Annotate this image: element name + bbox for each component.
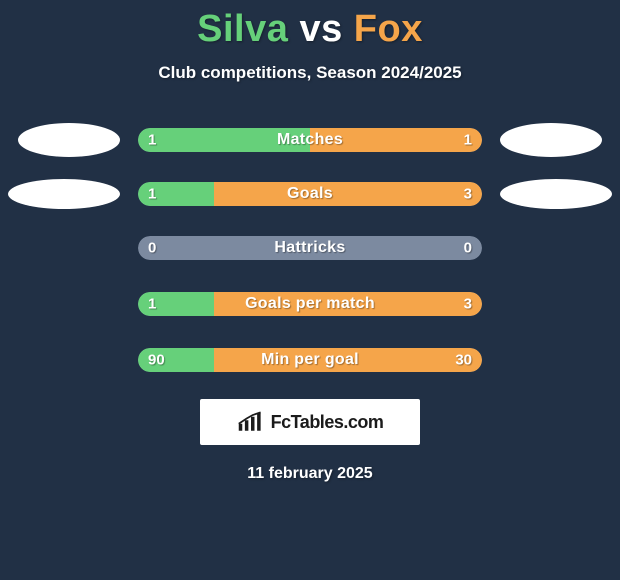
bar-fill-right xyxy=(310,128,482,152)
logo-box: FcTables.com xyxy=(200,399,420,445)
stat-bar-mpg: 9030Min per goal xyxy=(138,348,482,372)
bar-fill-left xyxy=(138,128,310,152)
bar-fill-right xyxy=(214,292,482,316)
subtitle: Club competitions, Season 2024/2025 xyxy=(0,63,620,83)
value-right: 3 xyxy=(464,296,472,313)
stat-bar-hattricks: 00Hattricks xyxy=(138,236,482,260)
logo-text: FcTables.com xyxy=(271,412,384,433)
avatar-left xyxy=(18,123,120,157)
stat-row-hattricks: 00Hattricks xyxy=(0,231,620,265)
title-vs: vs xyxy=(299,8,342,50)
value-right: 0 xyxy=(464,240,472,257)
value-left: 1 xyxy=(148,186,156,203)
stat-row-matches: 11Matches xyxy=(0,123,620,157)
value-right: 30 xyxy=(455,352,472,369)
stat-bar-gpm: 13Goals per match xyxy=(138,292,482,316)
avatar-left xyxy=(8,179,120,209)
stat-bar-matches: 11Matches xyxy=(138,128,482,152)
value-left: 1 xyxy=(148,132,156,149)
value-left: 90 xyxy=(148,352,165,369)
value-right: 1 xyxy=(464,132,472,149)
stat-bar-goals: 13Goals xyxy=(138,182,482,206)
stat-rows: 11Matches13Goals00Hattricks13Goals per m… xyxy=(0,123,620,377)
stat-row-mpg: 9030Min per goal xyxy=(0,343,620,377)
title: Silva vs Fox xyxy=(0,0,620,51)
value-right: 3 xyxy=(464,186,472,203)
value-left: 0 xyxy=(148,240,156,257)
value-left: 1 xyxy=(148,296,156,313)
avatar-right xyxy=(500,179,612,209)
title-player2: Fox xyxy=(354,8,423,50)
bar-chart-icon xyxy=(237,411,265,433)
stat-row-gpm: 13Goals per match xyxy=(0,287,620,321)
comparison-card: Silva vs Fox Club competitions, Season 2… xyxy=(0,0,620,580)
title-player1: Silva xyxy=(197,8,288,50)
date-text: 11 february 2025 xyxy=(0,465,620,483)
stat-row-goals: 13Goals xyxy=(0,179,620,209)
bar-track xyxy=(138,236,482,260)
bar-fill-right xyxy=(214,182,482,206)
bar-fill-right xyxy=(214,348,482,372)
avatar-right xyxy=(500,123,602,157)
